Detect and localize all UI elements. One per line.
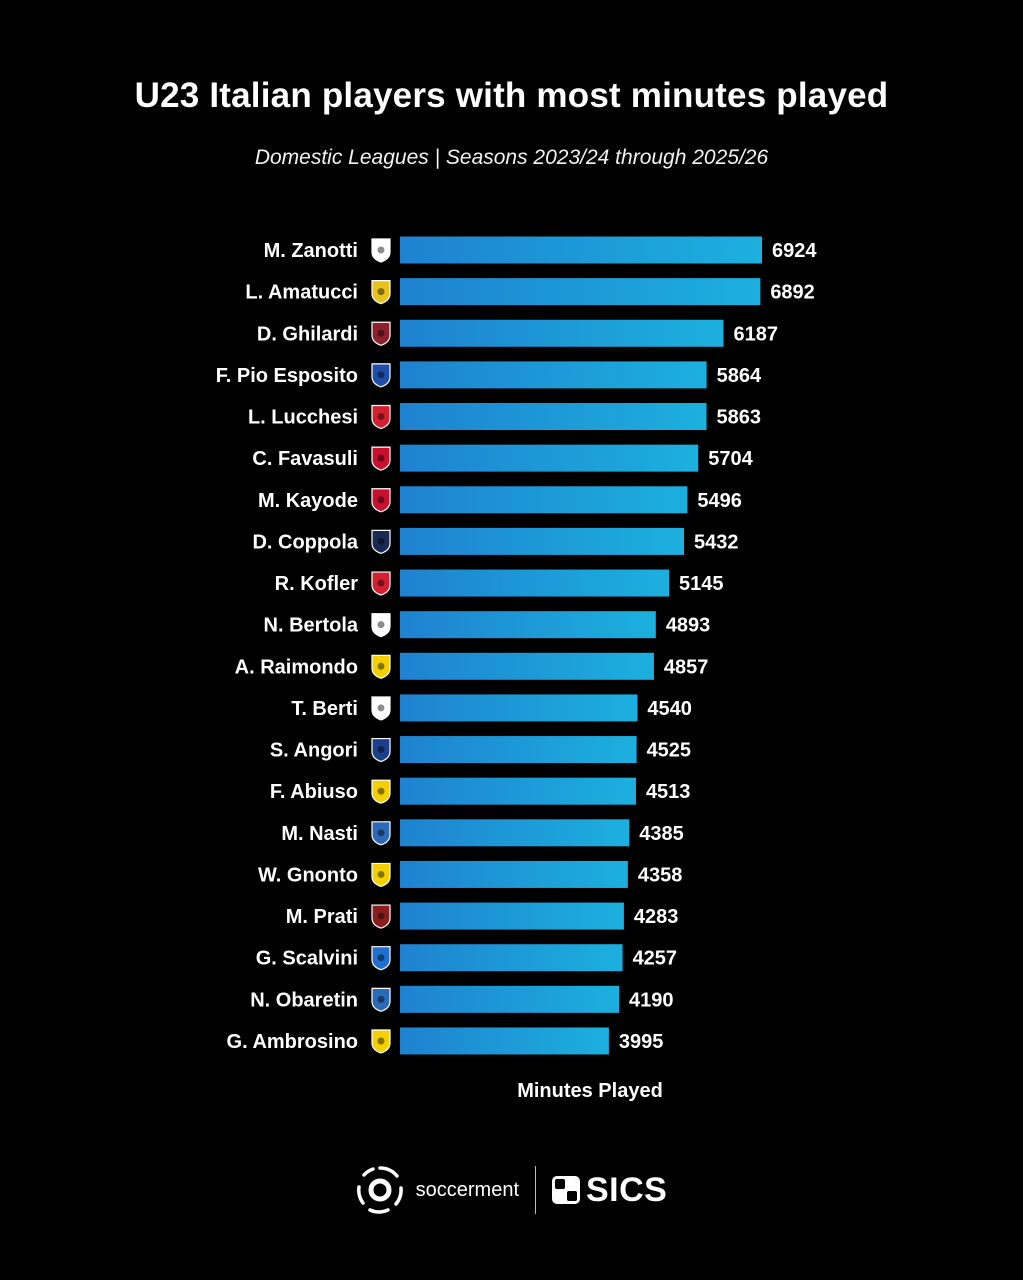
bar — [400, 486, 688, 514]
bar-value-label: 6892 — [770, 282, 815, 304]
bar-category-label: M. Zanotti — [264, 240, 358, 262]
bar-value-label: 4540 — [647, 698, 692, 720]
bar-category-label: L. Amatucci — [245, 282, 358, 304]
las-palmas-badge-icon — [371, 280, 391, 305]
bar-value-label: 6187 — [733, 323, 778, 345]
roma-badge-icon — [371, 321, 391, 346]
chart-subtitle: Domestic Leagues | Seasons 2023/24 throu… — [254, 146, 769, 169]
bar-value-label: 4857 — [664, 656, 709, 678]
atalanta-badge-icon — [371, 946, 391, 971]
bar-value-label: 5704 — [708, 448, 753, 470]
bar — [400, 902, 624, 930]
pisa-badge-icon — [371, 737, 391, 763]
bar — [400, 777, 636, 805]
soccerment-logo: soccerment — [356, 1166, 519, 1214]
bar-value-label: 4525 — [647, 740, 692, 762]
bar-value-label: 4190 — [629, 989, 674, 1011]
bar-category-label: M. Prati — [286, 906, 358, 928]
bar-category-label: M. Nasti — [281, 823, 358, 845]
bar-category-label: R. Kofler — [275, 573, 359, 595]
bar-value-label: 4385 — [639, 823, 684, 845]
bar — [400, 444, 699, 472]
torino-badge-icon — [371, 904, 391, 929]
bar — [400, 403, 707, 431]
bar-category-label: T. Berti — [291, 698, 358, 720]
frosinone-badge-icon — [371, 654, 391, 679]
bar — [400, 319, 724, 347]
sudtirol-badge-icon — [371, 571, 391, 596]
bar-category-label: F. Pio Esposito — [216, 365, 358, 387]
chart-title: U23 Italian players with most minutes pl… — [134, 76, 889, 115]
bar-category-label: M. Kayode — [258, 490, 358, 512]
sics-dice-icon — [552, 1176, 580, 1204]
bar — [400, 694, 638, 722]
bar — [400, 819, 630, 847]
bar-value-label: 6924 — [772, 240, 817, 262]
genoa-badge-icon — [371, 446, 391, 471]
bar-chart: M. Zanotti 6924 L. Amatucci 6892 D. Ghilardi… — [216, 236, 817, 1055]
x-axis-label: Minutes Played — [517, 1080, 663, 1102]
bar-value-label: 4358 — [638, 864, 683, 886]
bar-value-label: 5432 — [694, 531, 739, 553]
bar-category-label: L. Lucchesi — [248, 407, 358, 429]
footer-logos: soccerment SICS — [0, 1162, 1023, 1218]
bar — [400, 860, 628, 888]
bar-value-label: 5496 — [697, 490, 742, 512]
sics-logo: SICS — [552, 1171, 667, 1210]
bar — [400, 569, 669, 597]
leeds-badge-icon — [371, 862, 391, 888]
monza-badge-icon — [371, 404, 391, 430]
bar-value-label: 4257 — [633, 948, 678, 970]
bar-value-label: 4893 — [666, 615, 711, 637]
bar — [400, 611, 656, 639]
soccerment-ball-icon — [356, 1166, 403, 1214]
bar-value-label: 5863 — [717, 407, 762, 429]
inter-badge-icon — [371, 363, 391, 388]
bar-category-label: N. Obaretin — [250, 989, 358, 1011]
soccerment-wordmark: soccerment — [415, 1178, 519, 1201]
bar — [400, 985, 620, 1013]
empoli-badge-icon — [371, 987, 391, 1012]
bar-value-label: 5864 — [717, 365, 762, 387]
bar-category-label: D. Ghilardi — [257, 323, 358, 345]
bar-category-label: F. Abiuso — [270, 781, 358, 803]
modena-badge-icon — [371, 1029, 391, 1054]
bar — [400, 652, 654, 680]
bar-category-label: A. Raimondo — [235, 656, 358, 678]
bar — [400, 361, 707, 389]
bar-category-label: S. Angori — [270, 740, 358, 762]
bar — [400, 1027, 609, 1055]
bar — [400, 944, 623, 972]
bar-value-label: 5145 — [679, 573, 724, 595]
brentford-badge-icon — [371, 488, 391, 513]
carrarese-badge-icon — [371, 779, 391, 804]
paris-fc-badge-icon — [371, 529, 391, 555]
bar — [400, 236, 762, 264]
udinese-badge-icon — [371, 613, 391, 638]
footer-divider — [535, 1166, 536, 1214]
bar-category-label: G. Ambrosino — [227, 1031, 358, 1053]
lugano-badge-icon — [371, 238, 391, 263]
bar-value-label: 4283 — [634, 906, 679, 928]
bar-category-label: W. Gnonto — [258, 864, 358, 886]
bar — [400, 278, 761, 306]
bar-value-label: 4513 — [646, 781, 691, 803]
cesena-badge-icon — [371, 696, 391, 721]
empoli-badge-icon — [371, 821, 391, 846]
bar-category-label: C. Favasuli — [252, 448, 358, 470]
bar-value-label: 3995 — [619, 1031, 664, 1053]
bar-category-label: G. Scalvini — [256, 948, 358, 970]
bar-category-label: N. Bertola — [264, 615, 359, 637]
bar — [400, 527, 684, 555]
bar-category-label: D. Coppola — [252, 531, 358, 553]
bar — [400, 736, 637, 764]
sics-wordmark: SICS — [586, 1170, 668, 1209]
